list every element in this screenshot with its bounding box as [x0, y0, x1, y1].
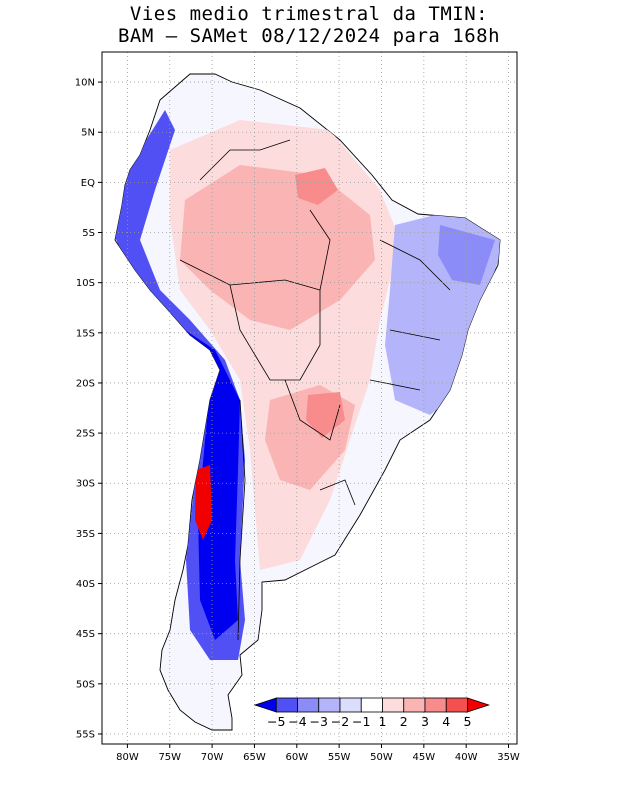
warm-bias-core [180, 165, 375, 330]
colorbar-label: −3 [310, 714, 328, 729]
lat-tick-label: 25S [76, 429, 95, 440]
colorbar-swatch [318, 697, 341, 713]
lat-tick-label: 40S [76, 579, 95, 590]
warm-bias-max-north [295, 168, 338, 205]
colorbar-swatch [424, 697, 447, 713]
colorbar-swatch [275, 697, 298, 713]
border-argentina-chile [237, 399, 246, 641]
lon-tick-label: 45W [413, 752, 436, 763]
border-colombia-venezuela [199, 139, 291, 181]
lat-tick-label: 10N [75, 78, 95, 89]
lat-tick-label: 50S [76, 679, 95, 690]
country-borders [179, 139, 451, 641]
lat-tick-label: 5S [82, 228, 95, 239]
colorbar-swatch [445, 697, 468, 713]
chart-title-line1: Vies medio trimestral da TMIN: [129, 3, 489, 25]
colorbar-label: 2 [400, 714, 408, 729]
colorbar-label: 5 [464, 714, 472, 729]
warm-bias-chile [195, 465, 212, 540]
lon-tick-label: 70W [201, 752, 224, 763]
cold-bias-northeast-core [438, 225, 495, 285]
lat-tick-label: 55S [76, 729, 95, 740]
colorbar-label: 4 [442, 714, 450, 729]
border-paraguay [284, 379, 341, 441]
warm-bias-max-south [306, 392, 345, 438]
colorbar-label: −2 [331, 714, 349, 729]
lat-tick-label: 35S [76, 529, 95, 540]
colorbar-swatch [297, 697, 320, 713]
colorbar-arrow-min [253, 697, 277, 713]
lon-tick-label: 35W [497, 752, 520, 763]
border-uruguay [319, 479, 356, 506]
lat-tick-label: 20S [76, 378, 95, 389]
lat-tick-label: 45S [76, 629, 95, 640]
lon-tick-label: 80W [116, 752, 139, 763]
colorbar: −5 −4 −3 −2 −1 1 2 3 4 5 [253, 697, 491, 729]
lat-tick-label: EQ [81, 178, 95, 189]
axis-ticks: 10N 5N EQ 5S 10S 15S 20S 25S 30S 35S 40S 45S 50S 55S 8… [75, 78, 520, 763]
colorbar-label: 1 [379, 714, 387, 729]
graticule [102, 52, 517, 744]
bias-shading [115, 110, 500, 660]
colorbar-label: −4 [288, 714, 306, 729]
border-brazil-states [369, 239, 451, 391]
lat-tick-label: 10S [76, 278, 95, 289]
lat-tick-label: 30S [76, 479, 95, 490]
colorbar-swatch [360, 697, 383, 713]
border-brazil-west [179, 209, 331, 291]
lon-tick-label: 60W [285, 752, 308, 763]
lon-tick-label: 65W [243, 752, 266, 763]
lat-tick-label: 15S [76, 328, 95, 339]
colorbar-label: −5 [267, 714, 285, 729]
lon-tick-label: 75W [158, 752, 181, 763]
colorbar-arrow-max [467, 697, 491, 713]
map-frame [101, 51, 518, 745]
lon-tick-label: 50W [370, 752, 393, 763]
colorbar-swatch [382, 697, 405, 713]
lon-tick-label: 55W [328, 752, 351, 763]
lat-tick-label: 5N [81, 128, 95, 139]
colorbar-label: −1 [352, 714, 370, 729]
colorbar-swatch [339, 697, 362, 713]
colorbar-label: 3 [421, 714, 429, 729]
colorbar-swatch [403, 697, 426, 713]
lon-tick-label: 40W [455, 752, 478, 763]
chart-title-line2: BAM – SAMet 08/12/2024 para 168h [117, 25, 501, 47]
